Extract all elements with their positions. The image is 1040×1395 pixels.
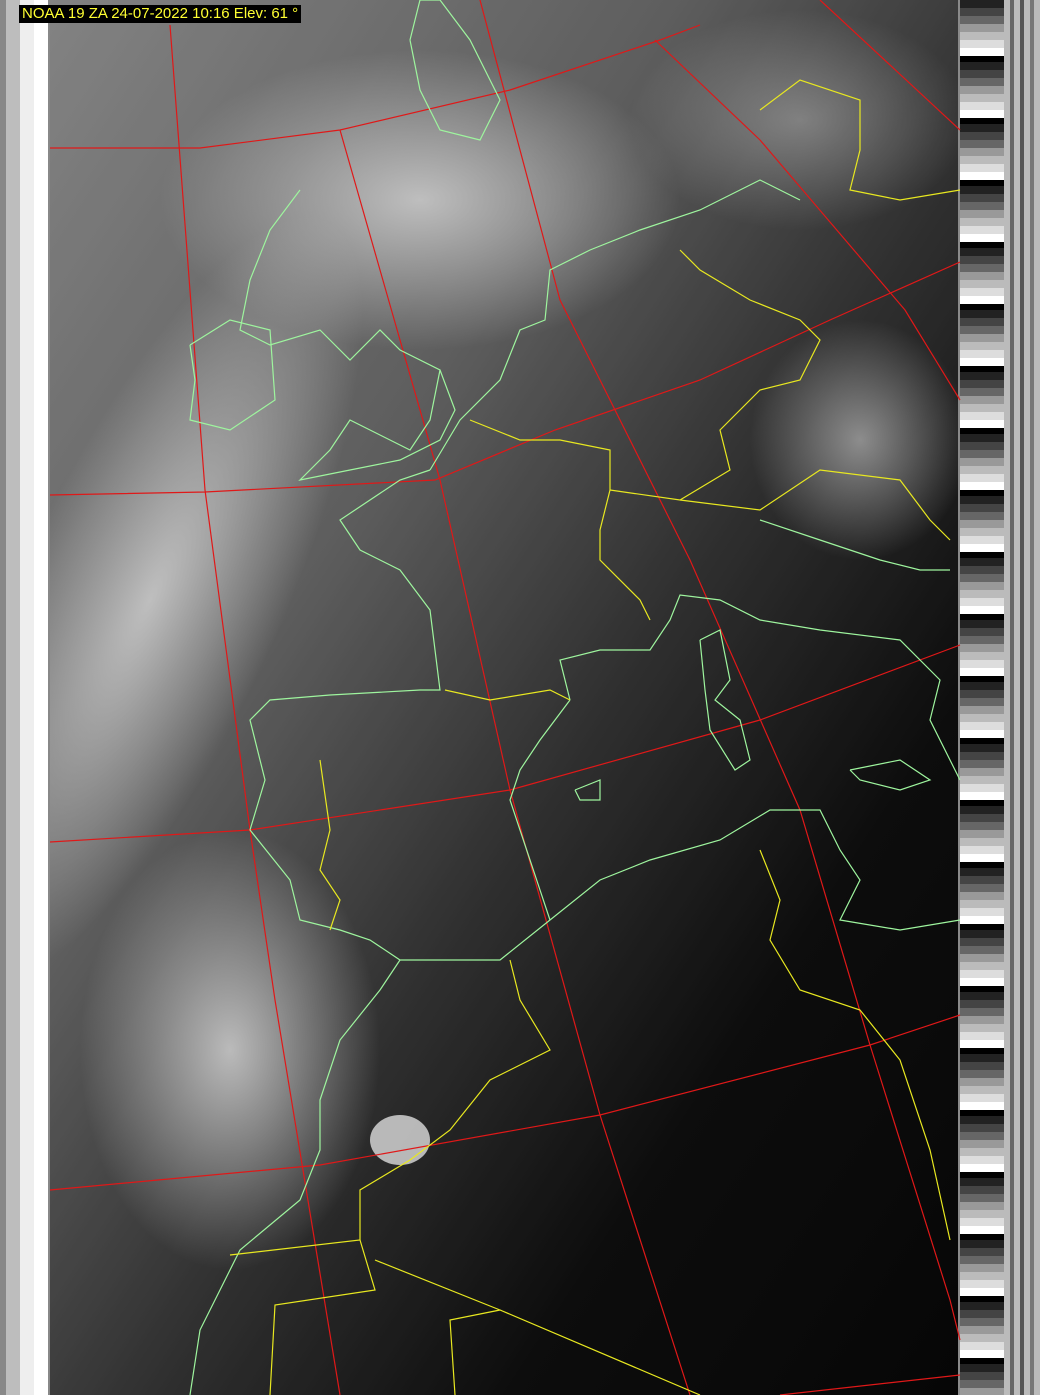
border [759, 849, 951, 1241]
coast-britain [239, 189, 456, 481]
border [679, 469, 951, 541]
latitude-line [779, 1374, 961, 1395]
border [229, 959, 551, 1256]
country-borders [229, 79, 961, 1395]
border [759, 79, 961, 201]
longitude-line [654, 39, 961, 401]
telemetry-strip-left [0, 0, 50, 1395]
coast-continent [429, 179, 801, 471]
border [374, 1259, 503, 1395]
coast-morocco [189, 959, 401, 1395]
image-caption: NOAA 19 ZA 24-07-2022 10:16 Elev: 61 ° [19, 5, 302, 23]
coast-sicily [849, 759, 932, 791]
border [319, 759, 341, 931]
telemetry-strip-right [958, 0, 1040, 1395]
satellite-imagery [0, 0, 970, 1395]
coast-adriatic [759, 519, 950, 571]
coast-norway [409, 0, 501, 141]
border [269, 1239, 376, 1395]
coast-corsica-sardinia [699, 629, 751, 771]
coastlines [189, 0, 961, 1395]
longitude-line [339, 129, 691, 1395]
border [444, 689, 571, 701]
coast-ireland [189, 319, 276, 431]
longitude-line [819, 0, 961, 131]
coast-france-spain [249, 469, 961, 961]
latitude-line [50, 24, 701, 149]
coast-mediterranean-north [559, 594, 961, 781]
border [609, 249, 821, 501]
coast-iberia-east [509, 699, 571, 921]
coast-balearics [574, 779, 601, 801]
border [499, 1309, 701, 1395]
